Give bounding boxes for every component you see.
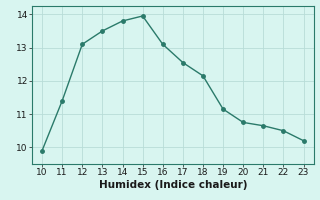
X-axis label: Humidex (Indice chaleur): Humidex (Indice chaleur) bbox=[99, 180, 247, 190]
